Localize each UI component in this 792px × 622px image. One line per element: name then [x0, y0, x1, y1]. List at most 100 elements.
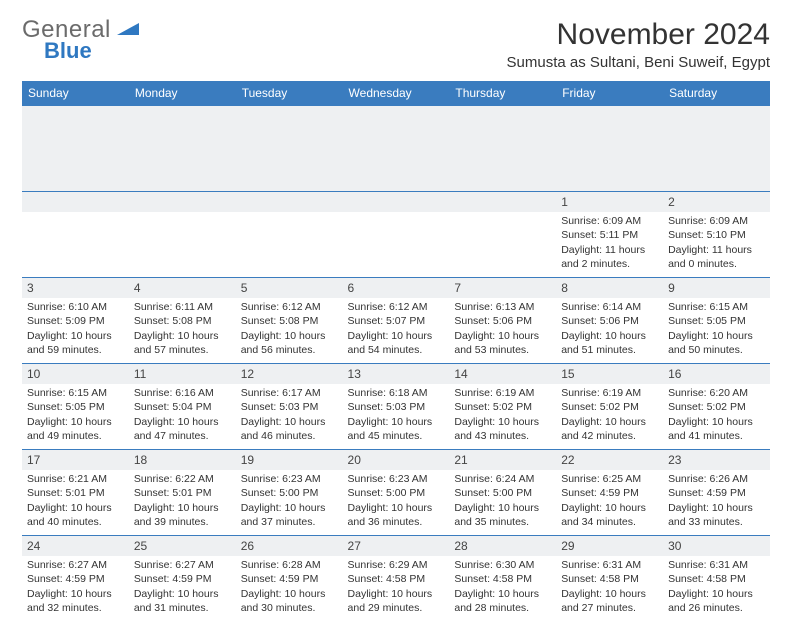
daylight-text: and 42 minutes. — [561, 429, 658, 443]
page-subtitle: Sumusta as Sultani, Beni Suweif, Egypt — [507, 54, 770, 71]
day-number: 1 — [556, 192, 663, 212]
daylight-text: and 32 minutes. — [27, 601, 124, 615]
daylight-text: Daylight: 10 hours — [561, 587, 658, 601]
brand-logo: General Blue — [22, 18, 139, 62]
sunrise-text: Sunrise: 6:22 AM — [134, 472, 231, 486]
sunrise-text: Sunrise: 6:09 AM — [668, 214, 765, 228]
daylight-text: Daylight: 10 hours — [561, 329, 658, 343]
sunrise-text: Sunrise: 6:14 AM — [561, 300, 658, 314]
sunrise-text: Sunrise: 6:13 AM — [454, 300, 551, 314]
calendar-cell: 4Sunrise: 6:11 AMSunset: 5:08 PMDaylight… — [129, 278, 236, 364]
sunrise-text: Sunrise: 6:27 AM — [27, 558, 124, 572]
sunrise-text: Sunrise: 6:15 AM — [27, 386, 124, 400]
calendar-week: 17Sunrise: 6:21 AMSunset: 5:01 PMDayligh… — [22, 450, 770, 536]
day-number: 17 — [22, 450, 129, 470]
day-number: 11 — [129, 364, 236, 384]
calendar-cell: 1Sunrise: 6:09 AMSunset: 5:11 PMDaylight… — [556, 192, 663, 278]
sunset-text: Sunset: 4:58 PM — [561, 572, 658, 586]
day-number: 6 — [343, 278, 450, 298]
day-number: 7 — [449, 278, 556, 298]
calendar-week: 10Sunrise: 6:15 AMSunset: 5:05 PMDayligh… — [22, 364, 770, 450]
calendar-week: 24Sunrise: 6:27 AMSunset: 4:59 PMDayligh… — [22, 536, 770, 622]
sunset-text: Sunset: 5:03 PM — [348, 400, 445, 414]
daylight-text: and 47 minutes. — [134, 429, 231, 443]
sunrise-text: Sunrise: 6:09 AM — [561, 214, 658, 228]
calendar-cell: 30Sunrise: 6:31 AMSunset: 4:58 PMDayligh… — [663, 536, 770, 622]
calendar-cell: 18Sunrise: 6:22 AMSunset: 5:01 PMDayligh… — [129, 450, 236, 536]
day-number: 9 — [663, 278, 770, 298]
calendar-cell: 9Sunrise: 6:15 AMSunset: 5:05 PMDaylight… — [663, 278, 770, 364]
daylight-text: and 40 minutes. — [27, 515, 124, 529]
sunrise-text: Sunrise: 6:23 AM — [348, 472, 445, 486]
calendar-cell: 16Sunrise: 6:20 AMSunset: 5:02 PMDayligh… — [663, 364, 770, 450]
empty-day — [22, 192, 129, 212]
sunrise-text: Sunrise: 6:12 AM — [348, 300, 445, 314]
sunset-text: Sunset: 5:03 PM — [241, 400, 338, 414]
brand-word-2: Blue — [44, 40, 139, 62]
daylight-text: Daylight: 10 hours — [348, 329, 445, 343]
brand-triangle-icon — [117, 24, 139, 41]
sunset-text: Sunset: 4:58 PM — [454, 572, 551, 586]
calendar-cell: 21Sunrise: 6:24 AMSunset: 5:00 PMDayligh… — [449, 450, 556, 536]
day-number: 24 — [22, 536, 129, 556]
daylight-text: Daylight: 10 hours — [561, 415, 658, 429]
daylight-text: Daylight: 10 hours — [134, 329, 231, 343]
daylight-text: Daylight: 10 hours — [134, 587, 231, 601]
daylight-text: and 57 minutes. — [134, 343, 231, 357]
sunset-text: Sunset: 4:59 PM — [668, 486, 765, 500]
day-number: 21 — [449, 450, 556, 470]
daylight-text: Daylight: 10 hours — [348, 415, 445, 429]
sunrise-text: Sunrise: 6:19 AM — [454, 386, 551, 400]
daylight-text: and 36 minutes. — [348, 515, 445, 529]
calendar-cell: 24Sunrise: 6:27 AMSunset: 4:59 PMDayligh… — [22, 536, 129, 622]
sunset-text: Sunset: 5:06 PM — [454, 314, 551, 328]
calendar-cell: 13Sunrise: 6:18 AMSunset: 5:03 PMDayligh… — [343, 364, 450, 450]
calendar-cell: 6Sunrise: 6:12 AMSunset: 5:07 PMDaylight… — [343, 278, 450, 364]
sunset-text: Sunset: 5:08 PM — [241, 314, 338, 328]
sunrise-text: Sunrise: 6:20 AM — [668, 386, 765, 400]
sunrise-text: Sunrise: 6:26 AM — [668, 472, 765, 486]
sunset-text: Sunset: 4:59 PM — [561, 486, 658, 500]
day-header: Friday — [556, 81, 663, 106]
day-number: 28 — [449, 536, 556, 556]
daylight-text: and 30 minutes. — [241, 601, 338, 615]
calendar-cell: 11Sunrise: 6:16 AMSunset: 5:04 PMDayligh… — [129, 364, 236, 450]
daylight-text: Daylight: 10 hours — [134, 415, 231, 429]
calendar-cell: 19Sunrise: 6:23 AMSunset: 5:00 PMDayligh… — [236, 450, 343, 536]
sunset-text: Sunset: 5:00 PM — [454, 486, 551, 500]
calendar-cell — [343, 192, 450, 278]
day-number: 20 — [343, 450, 450, 470]
sunset-text: Sunset: 5:01 PM — [27, 486, 124, 500]
day-number: 29 — [556, 536, 663, 556]
sunrise-text: Sunrise: 6:19 AM — [561, 386, 658, 400]
day-number: 2 — [663, 192, 770, 212]
calendar-cell: 20Sunrise: 6:23 AMSunset: 5:00 PMDayligh… — [343, 450, 450, 536]
day-number: 16 — [663, 364, 770, 384]
calendar-cell: 2Sunrise: 6:09 AMSunset: 5:10 PMDaylight… — [663, 192, 770, 278]
daylight-text: Daylight: 10 hours — [27, 329, 124, 343]
daylight-text: Daylight: 10 hours — [134, 501, 231, 515]
sunset-text: Sunset: 5:09 PM — [27, 314, 124, 328]
daylight-text: and 2 minutes. — [561, 257, 658, 271]
day-number: 14 — [449, 364, 556, 384]
daylight-text: and 50 minutes. — [668, 343, 765, 357]
sunrise-text: Sunrise: 6:21 AM — [27, 472, 124, 486]
daylight-text: Daylight: 10 hours — [27, 587, 124, 601]
daylight-text: and 33 minutes. — [668, 515, 765, 529]
sunset-text: Sunset: 5:05 PM — [668, 314, 765, 328]
day-number: 12 — [236, 364, 343, 384]
daylight-text: Daylight: 10 hours — [27, 501, 124, 515]
sunset-text: Sunset: 5:05 PM — [27, 400, 124, 414]
calendar-cell: 22Sunrise: 6:25 AMSunset: 4:59 PMDayligh… — [556, 450, 663, 536]
sunrise-text: Sunrise: 6:16 AM — [134, 386, 231, 400]
sunset-text: Sunset: 5:01 PM — [134, 486, 231, 500]
sunset-text: Sunset: 5:02 PM — [561, 400, 658, 414]
daylight-text: Daylight: 10 hours — [454, 501, 551, 515]
calendar-cell — [449, 192, 556, 278]
sunrise-text: Sunrise: 6:31 AM — [668, 558, 765, 572]
daylight-text: and 45 minutes. — [348, 429, 445, 443]
sunset-text: Sunset: 5:02 PM — [668, 400, 765, 414]
calendar-cell: 12Sunrise: 6:17 AMSunset: 5:03 PMDayligh… — [236, 364, 343, 450]
day-number: 8 — [556, 278, 663, 298]
sunset-text: Sunset: 5:00 PM — [241, 486, 338, 500]
